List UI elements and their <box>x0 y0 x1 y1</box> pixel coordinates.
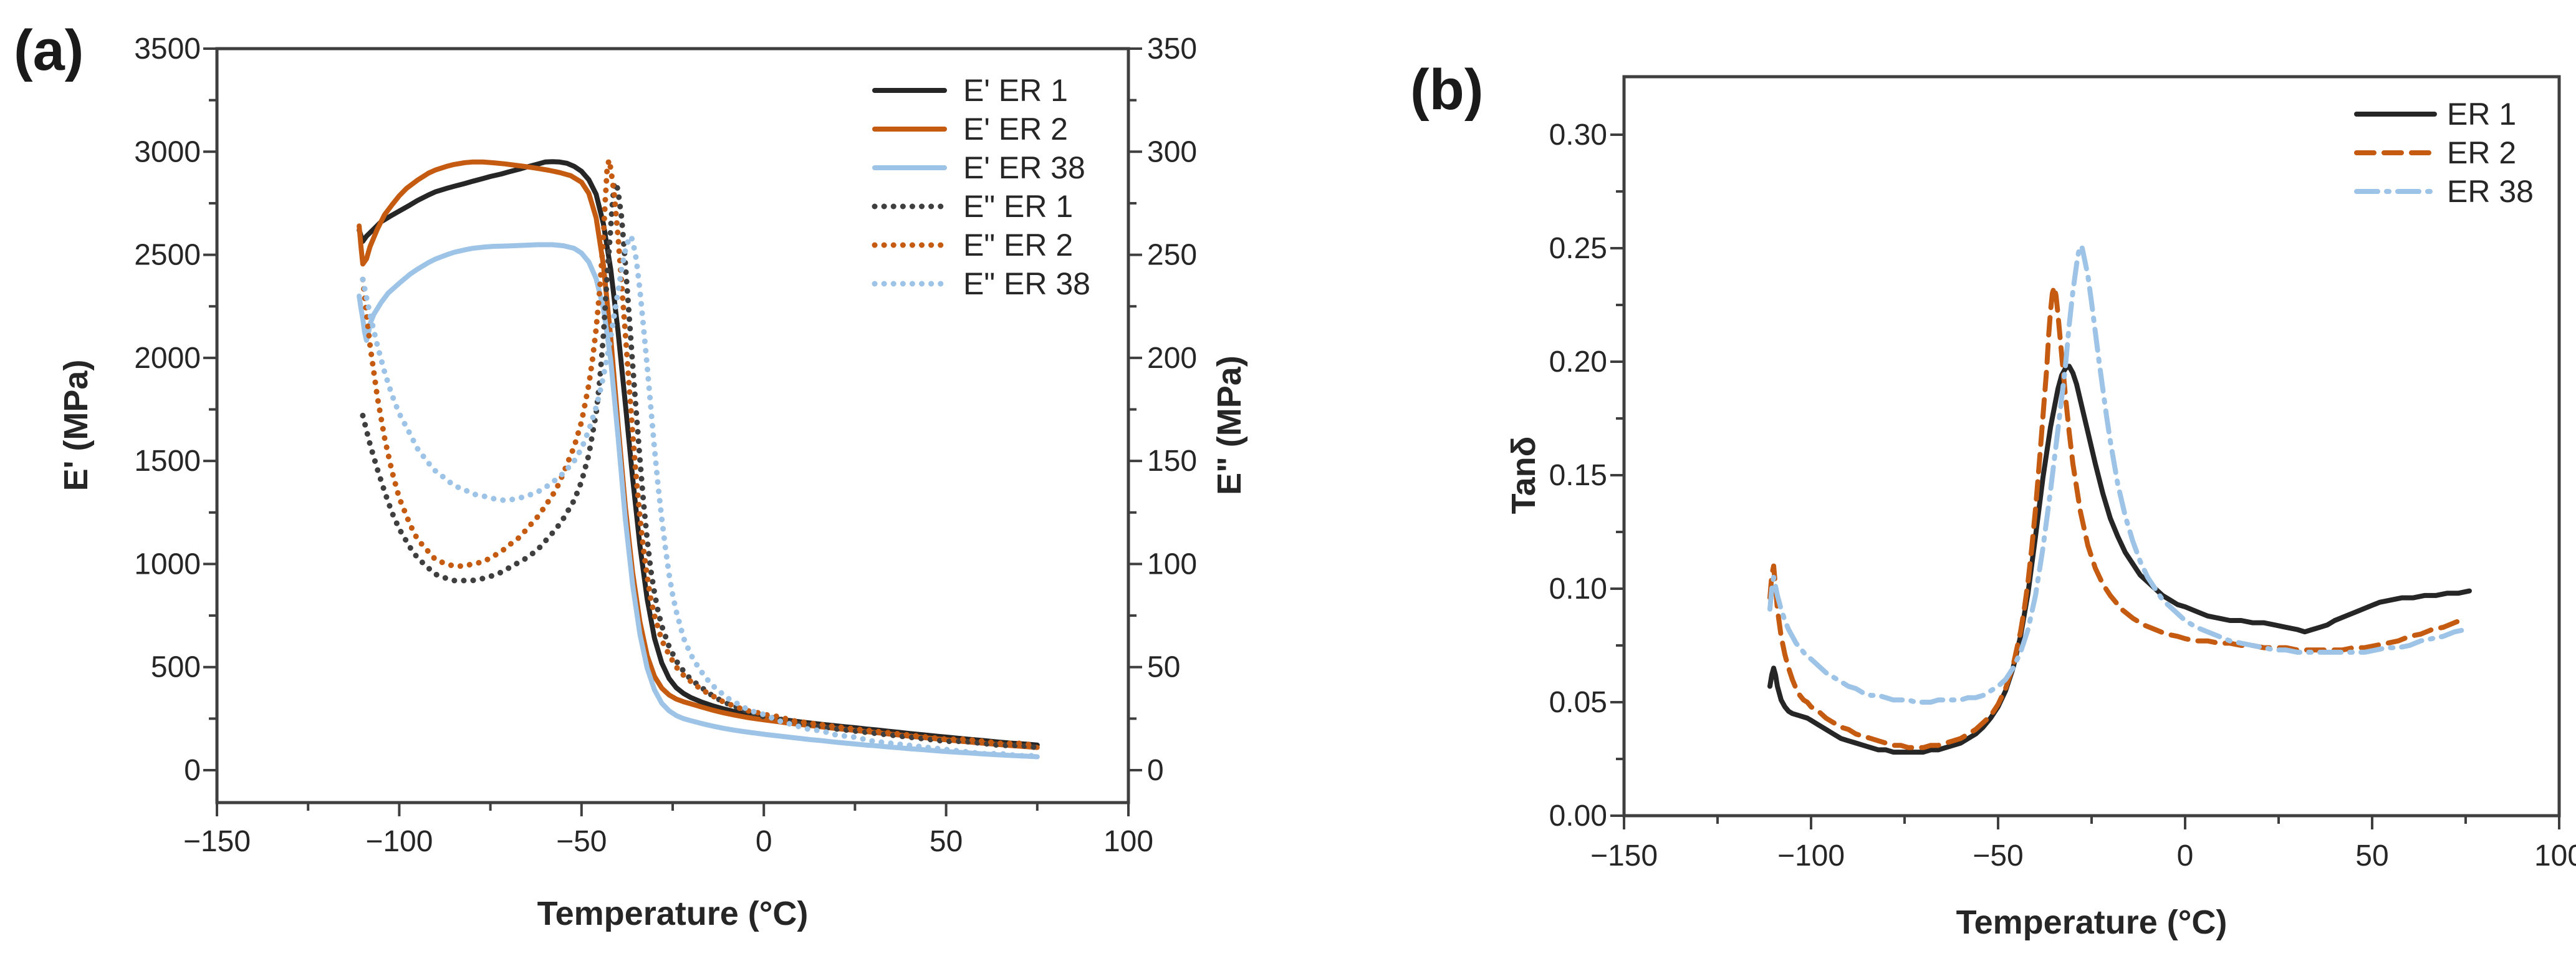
x-tick-label: −50 <box>1973 839 2023 872</box>
panel-a-right-axis-title: E" (MPa) <box>1211 355 1248 495</box>
series-curves <box>357 157 1040 760</box>
legend-label-ER2: ER 2 <box>2447 135 2516 170</box>
series-ER1 <box>1767 364 2472 755</box>
legend-label-Epp_ER2: E" ER 2 <box>963 228 1073 263</box>
x-tick-label: 100 <box>2534 839 2576 872</box>
legend: ER 1ER 2 ER 38 <box>2354 97 2534 209</box>
panel-a-plot-area: −150 −100 −50 0 50 10005001000150020002500300… <box>134 32 1197 858</box>
y-left-tick-label: 0.30 <box>1549 118 1607 152</box>
x-tick-label: −50 <box>556 825 607 858</box>
y-left-tick-label: 1500 <box>134 445 201 478</box>
panel-b: (b) −150 −100 −50 0 50 100 0.00 0.05 0.10 0.15 0.2… <box>1410 58 2576 941</box>
panel-a-x-axis-title: Temperature (°C) <box>537 895 809 932</box>
x-tick-label: 50 <box>930 825 963 858</box>
x-tick-label: 50 <box>2355 839 2388 872</box>
y-left-tick-label: 3000 <box>134 135 201 168</box>
series-curves <box>1767 243 2472 755</box>
y-right-tick-label: 250 <box>1147 239 1197 272</box>
y-right-tick-label: 150 <box>1147 445 1197 478</box>
y-right-tick-label: 100 <box>1147 548 1197 581</box>
x-tick-label: 0 <box>2177 839 2194 872</box>
legend-label-Epp_ER1: E" ER 1 <box>963 189 1073 224</box>
series-Epp_ER2 <box>360 157 1040 748</box>
x-tick-label: −100 <box>365 825 433 858</box>
panel-a-label: (a) <box>14 19 84 82</box>
panel-b-x-axis-title: Temperature (°C) <box>1956 904 2228 941</box>
legend: E' ER 1 E' ER 2E' ER 38 E" ER 1 E" ER 2E" E… <box>872 73 1090 301</box>
panel-a-left-axis-title: E' (MPa) <box>57 360 95 491</box>
y-left-tick-label: 2000 <box>134 342 201 375</box>
y-left-tick-label: 500 <box>151 651 201 684</box>
legend-label-ER1: ER 1 <box>2447 97 2516 132</box>
y-left-tick-label: 0.25 <box>1549 232 1607 265</box>
tick-labels: −150 −100 −50 0 50 10005001000150020002500300… <box>134 32 1197 858</box>
legend-label-Epp_ER38: E" ER 38 <box>963 266 1090 301</box>
y-left-tick-label: 0.05 <box>1549 686 1607 719</box>
axis-ticks <box>203 47 1142 816</box>
y-left-tick-label: 0 <box>184 754 201 787</box>
x-tick-label: −150 <box>183 825 251 858</box>
y-left-tick-label: 2500 <box>134 239 201 272</box>
series-Epp_ER38 <box>360 233 1040 759</box>
legend-label-ER38: ER 38 <box>2447 174 2534 209</box>
y-left-tick-label: 0.15 <box>1549 459 1607 492</box>
panel-a: (a) −150 −100 −50 0 50 1000500100015002000250… <box>14 19 1248 932</box>
y-right-tick-label: 350 <box>1147 32 1197 65</box>
y-right-tick-label: 50 <box>1147 651 1180 684</box>
series-Epp_ER1 <box>360 180 1040 751</box>
y-left-tick-label: 3500 <box>134 32 201 65</box>
y-right-tick-label: 300 <box>1147 135 1197 168</box>
y-left-tick-label: 0.00 <box>1549 799 1607 833</box>
legend-label-Ep_ER38: E' ER 38 <box>963 150 1085 185</box>
x-tick-label: 0 <box>756 825 772 858</box>
panel-b-plot-area: −150 −100 −50 0 50 100 0.00 0.05 0.10 0.15 0.20 0.2… <box>1549 75 2576 872</box>
y-left-tick-label: 0.10 <box>1549 572 1607 606</box>
panel-b-label: (b) <box>1410 58 1483 122</box>
axis-ticks <box>1610 133 2560 829</box>
legend-label-Ep_ER2: E' ER 2 <box>963 112 1068 147</box>
panel-b-left-axis-title: Tanδ <box>1505 437 1542 514</box>
y-right-tick-label: 200 <box>1147 342 1197 375</box>
legend-label-Ep_ER1: E' ER 1 <box>963 73 1068 108</box>
series-Ep_ER38 <box>357 242 1040 760</box>
x-tick-label: −150 <box>1590 839 1658 872</box>
x-tick-label: −100 <box>1777 839 1845 872</box>
y-left-tick-label: 1000 <box>134 548 201 581</box>
y-left-tick-label: 0.20 <box>1549 345 1607 379</box>
y-right-tick-label: 0 <box>1147 754 1164 787</box>
tick-labels: −150 −100 −50 0 50 100 0.00 0.05 0.10 0.15 0.20 0.2… <box>1549 118 2576 872</box>
series-ER2 <box>1767 284 2468 750</box>
series-ER38 <box>1767 243 2468 705</box>
x-tick-label: 100 <box>1103 825 1153 858</box>
